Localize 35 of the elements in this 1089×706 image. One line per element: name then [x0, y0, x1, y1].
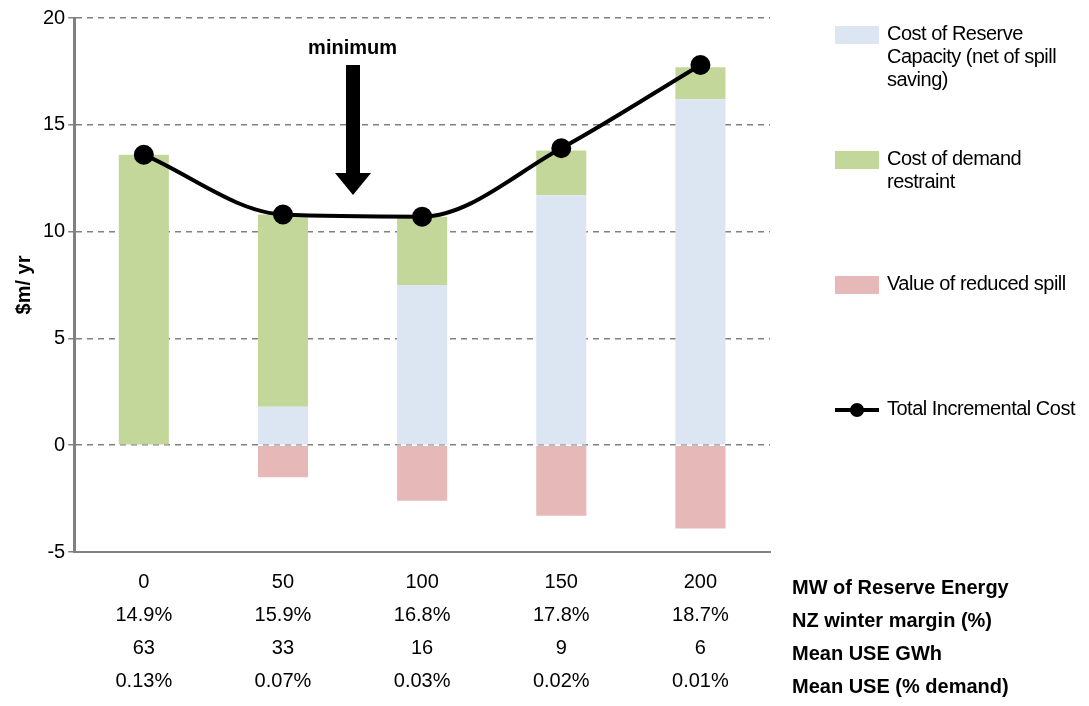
point	[690, 54, 711, 75]
bar	[675, 99, 726, 445]
legend-label: Cost of Reserve Capacity (net of spill saving)	[887, 22, 1058, 91]
bar	[397, 285, 448, 445]
x-tick-label: 100 16.8% 16 0.03%	[393, 570, 451, 692]
x-axis-title: MW of Reserve Energy NZ winter margin (%) Mean USE GWh Mean USE (% demand)	[792, 575, 1010, 697]
point	[412, 206, 433, 227]
x-tick-label: 200 18.7% 6 0.01%	[672, 570, 729, 692]
y-tick-label: 5	[54, 325, 66, 348]
y-axis-title: $m/ yr	[11, 255, 34, 315]
annotation: minimum	[308, 35, 397, 58]
y-tick-label: 20	[43, 5, 66, 28]
point	[133, 144, 154, 165]
x-tick-label: 150 17.8% 9 0.02%	[532, 570, 590, 692]
bar	[397, 445, 448, 501]
legend-label: Value of reduced spill	[887, 272, 1066, 295]
bar	[118, 154, 169, 445]
bar	[257, 445, 309, 478]
y-tick-label: 15	[43, 112, 66, 135]
y-tick-label: 10	[43, 219, 66, 242]
y-tick-label: -5	[47, 539, 66, 562]
point	[272, 204, 293, 225]
y-tick-label: 0	[54, 432, 66, 455]
bar	[536, 445, 587, 516]
bar	[536, 195, 587, 445]
bar	[397, 216, 448, 285]
legend-label: Cost of demand restraint	[887, 147, 1023, 193]
x-tick-label: 50 15.9% 33 0.07%	[254, 570, 312, 692]
bar	[257, 406, 309, 445]
legend-label: Total Incremental Cost	[887, 397, 1075, 420]
bar	[536, 150, 587, 196]
point	[551, 138, 572, 159]
bar	[257, 214, 309, 407]
x-tick-label: 0 14.9% 63 0.13%	[115, 570, 173, 692]
bar	[675, 445, 726, 529]
